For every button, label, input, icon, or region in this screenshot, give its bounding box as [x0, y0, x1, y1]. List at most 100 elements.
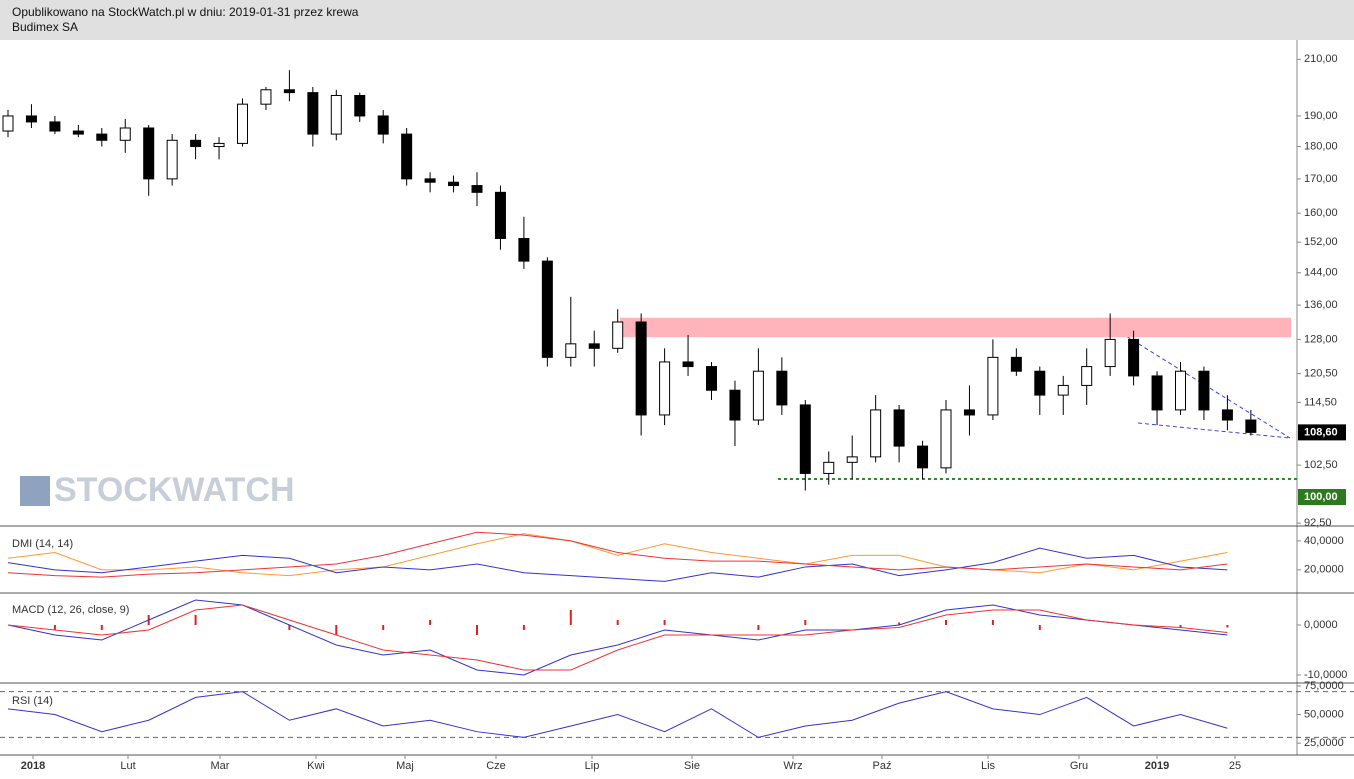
- candle-body: [799, 404, 811, 474]
- candle-body: [541, 260, 553, 358]
- candle-body: [213, 142, 225, 148]
- y-tick-label: 144,00: [1304, 267, 1338, 279]
- price-label: 108,60: [1304, 426, 1338, 438]
- candle-body: [25, 115, 37, 123]
- candle-body: [729, 389, 741, 421]
- x-tick-label: Lut: [120, 760, 135, 772]
- candle-body: [1010, 356, 1022, 372]
- candle-body: [635, 321, 647, 416]
- indicator-line: [7, 604, 1228, 671]
- candle-body: [987, 356, 999, 416]
- candle-body: [448, 181, 460, 187]
- y-tick-label: 160,00: [1304, 207, 1338, 219]
- y-tick-label: 40,0000: [1304, 535, 1344, 547]
- y-tick-label: 0,0000: [1304, 619, 1338, 631]
- candle-body: [940, 409, 952, 469]
- y-tick-label: 170,00: [1304, 173, 1338, 185]
- indicator-line: [7, 691, 1228, 738]
- x-tick-label: 2019: [1145, 760, 1169, 772]
- candle-body: [307, 92, 319, 135]
- y-tick-label: 136,00: [1304, 299, 1338, 311]
- candle-body: [190, 139, 202, 148]
- y-tick-label: 75,0000: [1304, 680, 1344, 692]
- candle-body: [1057, 384, 1069, 396]
- resistance-zone: [620, 317, 1291, 338]
- candle-body: [1221, 409, 1233, 421]
- candle-body: [588, 343, 600, 349]
- candle-body: [237, 103, 248, 144]
- indicator-line: [7, 599, 1228, 676]
- y-tick-label: 210,00: [1304, 53, 1338, 65]
- x-tick-label: Paź: [873, 760, 892, 772]
- candle-body: [2, 115, 14, 132]
- candle-body: [917, 445, 929, 469]
- x-tick-label: Lis: [981, 760, 996, 772]
- y-tick-label: 120,50: [1304, 367, 1338, 379]
- candle-body: [49, 121, 61, 132]
- indicator-line: [7, 547, 1228, 582]
- panel-label: MACD (12, 26, close, 9): [12, 604, 129, 616]
- y-tick-label: 114,50: [1304, 396, 1337, 408]
- x-tick-label: Maj: [396, 760, 414, 772]
- candle-body: [354, 94, 366, 117]
- y-tick-label: 50,0000: [1304, 708, 1344, 720]
- support-label: 100,00: [1304, 491, 1338, 503]
- candle-body: [823, 461, 835, 474]
- x-tick-label: Mar: [211, 760, 230, 772]
- candle-body: [752, 370, 764, 421]
- trend-line: [1096, 317, 1291, 439]
- candle-body: [1245, 419, 1257, 433]
- x-tick-label: Sie: [684, 760, 700, 772]
- candle-body: [424, 178, 436, 183]
- y-tick-label: 190,00: [1304, 110, 1338, 122]
- candle-body: [401, 133, 413, 180]
- candle-body: [471, 185, 483, 193]
- x-tick-label: Cze: [486, 760, 506, 772]
- logo-icon: [20, 476, 50, 506]
- candle-body: [706, 366, 717, 391]
- trend-line: [1137, 422, 1291, 439]
- candle-body: [893, 409, 905, 447]
- candle-body: [1198, 370, 1210, 411]
- candle-body: [870, 409, 882, 458]
- candle-body: [565, 343, 577, 358]
- panel-label: RSI (14): [12, 695, 53, 707]
- x-tick-label: 2018: [21, 760, 45, 772]
- x-tick-label: Lip: [585, 760, 600, 772]
- y-tick-label: 180,00: [1304, 140, 1338, 152]
- candle-body: [143, 127, 155, 180]
- candle-body: [330, 94, 342, 135]
- candle-body: [72, 130, 84, 135]
- candle-body: [1175, 370, 1186, 411]
- candle-body: [1151, 375, 1163, 411]
- candle-body: [1081, 366, 1093, 386]
- candle-body: [377, 115, 389, 135]
- y-tick-label: 20,0000: [1304, 564, 1344, 576]
- watermark: STOCKWATCH: [54, 471, 295, 509]
- y-tick-label: 102,50: [1304, 459, 1338, 471]
- price-box: [1298, 424, 1346, 441]
- candle-body: [682, 361, 694, 368]
- candle-body: [1104, 338, 1116, 368]
- candle-body: [1128, 338, 1140, 377]
- header-line: Budimex SA: [12, 20, 78, 34]
- candle-body: [260, 89, 272, 105]
- y-tick-label: -10,0000: [1304, 669, 1347, 681]
- indicator-line: [7, 531, 1228, 578]
- candle-body: [166, 139, 178, 180]
- candle-body: [846, 456, 858, 463]
- candle-body: [119, 127, 131, 141]
- y-tick-label: 92,50: [1304, 517, 1332, 529]
- x-tick-label: Wrz: [783, 760, 802, 772]
- panel-label: DMI (14, 14): [12, 538, 73, 550]
- y-tick-label: 152,00: [1304, 236, 1338, 248]
- candle-body: [612, 321, 624, 349]
- x-tick-label: Kwi: [307, 760, 325, 772]
- x-tick-label: 25: [1229, 760, 1241, 772]
- candle-body: [659, 361, 671, 416]
- candle-body: [494, 191, 506, 239]
- y-tick-label: 25,0000: [1304, 737, 1344, 749]
- header-bg: [0, 0, 1354, 40]
- header-line: Opublikowano na StockWatch.pl w dniu: 20…: [12, 5, 359, 19]
